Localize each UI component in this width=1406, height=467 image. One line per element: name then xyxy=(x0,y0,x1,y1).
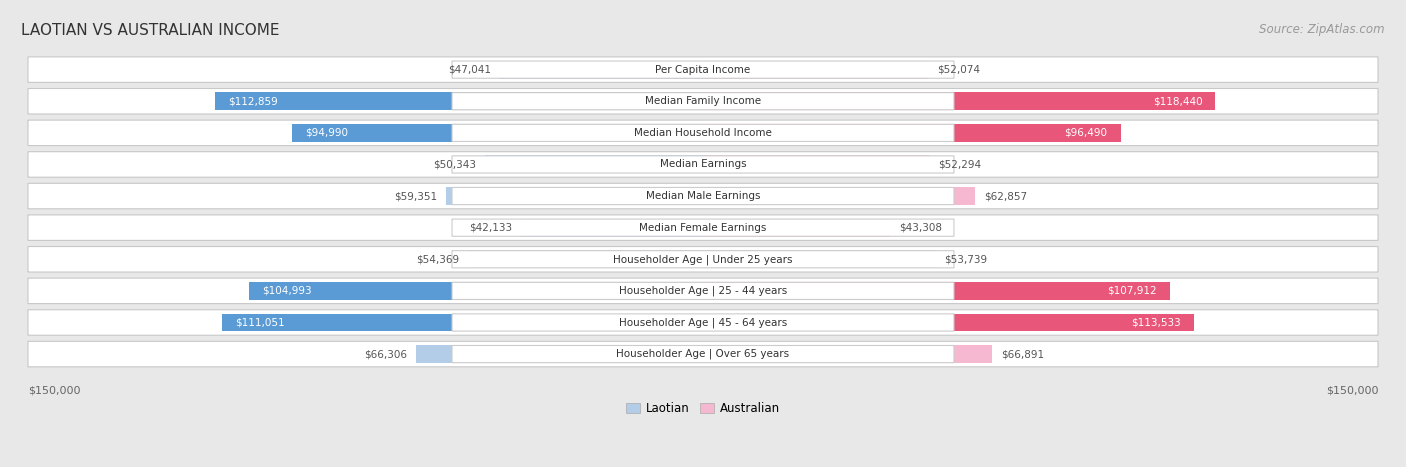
Bar xyxy=(520,219,703,237)
FancyBboxPatch shape xyxy=(453,124,953,142)
FancyBboxPatch shape xyxy=(28,120,1378,146)
Bar xyxy=(703,187,974,205)
Text: $111,051: $111,051 xyxy=(235,318,285,327)
Bar xyxy=(703,345,993,363)
Text: $62,857: $62,857 xyxy=(984,191,1026,201)
FancyBboxPatch shape xyxy=(28,247,1378,272)
Text: $94,990: $94,990 xyxy=(305,128,347,138)
FancyBboxPatch shape xyxy=(453,314,953,331)
Bar xyxy=(703,250,935,268)
FancyBboxPatch shape xyxy=(28,341,1378,367)
Text: Median Earnings: Median Earnings xyxy=(659,159,747,170)
Bar xyxy=(703,313,1194,332)
Text: $118,440: $118,440 xyxy=(1153,96,1202,106)
Text: $52,294: $52,294 xyxy=(938,159,981,170)
FancyBboxPatch shape xyxy=(28,310,1378,335)
FancyBboxPatch shape xyxy=(453,92,953,110)
Bar xyxy=(703,156,929,173)
Text: Per Capita Income: Per Capita Income xyxy=(655,64,751,75)
Bar xyxy=(446,187,703,205)
Bar xyxy=(485,156,703,173)
Bar xyxy=(249,282,703,300)
Text: $96,490: $96,490 xyxy=(1064,128,1108,138)
Bar xyxy=(222,313,703,332)
Text: $66,306: $66,306 xyxy=(364,349,408,359)
Text: $52,074: $52,074 xyxy=(936,64,980,75)
FancyBboxPatch shape xyxy=(453,219,953,236)
FancyBboxPatch shape xyxy=(453,282,953,299)
FancyBboxPatch shape xyxy=(453,346,953,363)
Text: $54,369: $54,369 xyxy=(416,254,460,264)
Bar xyxy=(703,219,890,237)
Bar xyxy=(703,92,1216,110)
FancyBboxPatch shape xyxy=(28,278,1378,304)
Text: $113,533: $113,533 xyxy=(1132,318,1181,327)
Text: $59,351: $59,351 xyxy=(395,191,437,201)
Bar xyxy=(499,61,703,78)
Text: $66,891: $66,891 xyxy=(1001,349,1045,359)
FancyBboxPatch shape xyxy=(453,156,953,173)
Text: Median Household Income: Median Household Income xyxy=(634,128,772,138)
Bar xyxy=(416,345,703,363)
Bar xyxy=(215,92,703,110)
Text: $53,739: $53,739 xyxy=(945,254,987,264)
Text: $47,041: $47,041 xyxy=(447,64,491,75)
FancyBboxPatch shape xyxy=(28,184,1378,209)
Bar xyxy=(292,124,703,142)
Text: $104,993: $104,993 xyxy=(262,286,311,296)
FancyBboxPatch shape xyxy=(28,152,1378,177)
Text: $50,343: $50,343 xyxy=(433,159,477,170)
Text: $112,859: $112,859 xyxy=(228,96,277,106)
FancyBboxPatch shape xyxy=(28,215,1378,241)
Bar xyxy=(703,282,1170,300)
Text: Median Male Earnings: Median Male Earnings xyxy=(645,191,761,201)
FancyBboxPatch shape xyxy=(453,251,953,268)
Text: Source: ZipAtlas.com: Source: ZipAtlas.com xyxy=(1260,23,1385,36)
Text: $107,912: $107,912 xyxy=(1108,286,1157,296)
Bar xyxy=(703,124,1121,142)
Text: LAOTIAN VS AUSTRALIAN INCOME: LAOTIAN VS AUSTRALIAN INCOME xyxy=(21,23,280,38)
Text: Median Family Income: Median Family Income xyxy=(645,96,761,106)
Text: $43,308: $43,308 xyxy=(898,223,942,233)
Legend: Laotian, Australian: Laotian, Australian xyxy=(621,398,785,420)
Text: Householder Age | 25 - 44 years: Householder Age | 25 - 44 years xyxy=(619,286,787,296)
FancyBboxPatch shape xyxy=(28,57,1378,82)
Text: Householder Age | Over 65 years: Householder Age | Over 65 years xyxy=(616,349,790,359)
Text: Median Female Earnings: Median Female Earnings xyxy=(640,223,766,233)
Text: Householder Age | Under 25 years: Householder Age | Under 25 years xyxy=(613,254,793,264)
Text: $42,133: $42,133 xyxy=(470,223,512,233)
Text: Householder Age | 45 - 64 years: Householder Age | 45 - 64 years xyxy=(619,317,787,328)
FancyBboxPatch shape xyxy=(453,61,953,78)
FancyBboxPatch shape xyxy=(453,187,953,205)
FancyBboxPatch shape xyxy=(28,88,1378,114)
Bar xyxy=(703,61,928,78)
Bar xyxy=(468,250,703,268)
